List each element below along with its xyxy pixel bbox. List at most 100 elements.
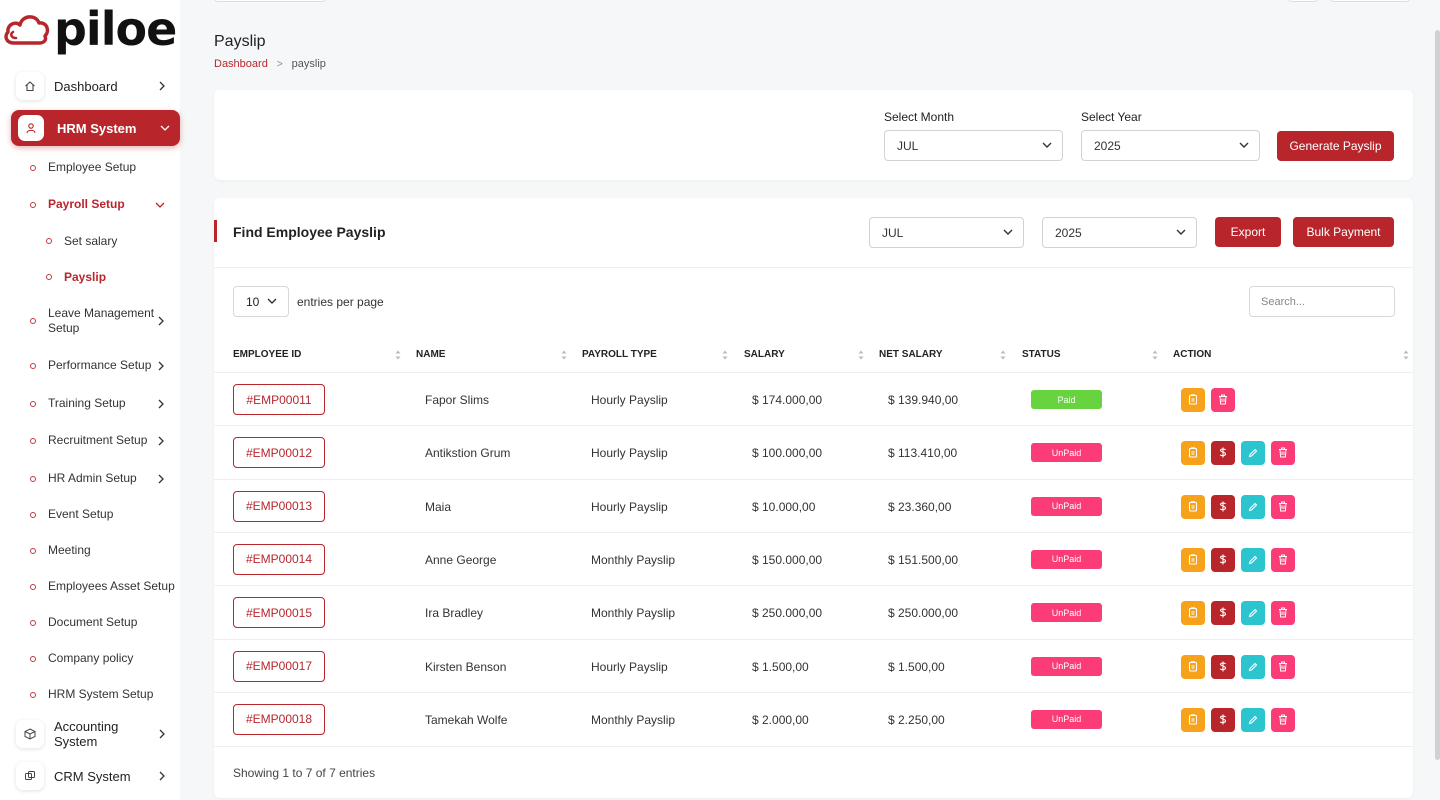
nav-meeting[interactable]: Meeting <box>30 543 175 558</box>
employee-id-button[interactable]: #EMP00017 <box>233 650 325 682</box>
nav-accounting-system[interactable]: Accounting System <box>16 717 176 751</box>
entries-per-page-dropdown[interactable]: 10 <box>233 286 289 317</box>
view-payslip-button[interactable] <box>1181 441 1205 466</box>
delete-button[interactable] <box>1271 494 1295 519</box>
view-payslip-button[interactable] <box>1181 654 1205 679</box>
column-header-name[interactable]: NAME <box>416 349 446 360</box>
bullet-icon <box>30 691 36 698</box>
header-stub <box>1288 0 1318 2</box>
nav-employees-asset[interactable]: Employees Asset Setup <box>30 579 175 594</box>
page-scrollbar[interactable] <box>1435 30 1440 760</box>
delete-button[interactable] <box>1211 388 1235 412</box>
column-header-action[interactable]: ACTION <box>1173 349 1212 360</box>
employee-id-button[interactable]: #EMP00014 <box>233 543 325 575</box>
nav-leave-management[interactable]: Leave Management Setup <box>30 306 175 336</box>
table-bottom-divider <box>214 746 1413 747</box>
pay-button[interactable] <box>1211 441 1235 466</box>
bullet-icon <box>46 274 52 280</box>
chevron-down-icon <box>1176 229 1186 235</box>
edit-button[interactable] <box>1241 441 1265 466</box>
view-payslip-button[interactable] <box>1181 707 1205 732</box>
edit-button[interactable] <box>1241 547 1265 572</box>
nav-recruitment-setup[interactable]: Recruitment Setup <box>30 433 175 448</box>
nav-set-salary[interactable]: Set salary <box>46 234 117 248</box>
employee-id-button[interactable]: #EMP00015 <box>233 597 325 629</box>
edit-button[interactable] <box>1241 654 1265 679</box>
pay-button[interactable] <box>1211 494 1235 519</box>
salary-value: $ 2.000,00 <box>752 712 809 727</box>
delete-button[interactable] <box>1271 654 1295 679</box>
pay-button[interactable] <box>1211 654 1235 679</box>
sort-icon[interactable] <box>395 349 401 361</box>
bulk-payment-button[interactable]: Bulk Payment <box>1293 217 1394 247</box>
payroll-type: Monthly Payslip <box>591 712 676 727</box>
sort-icon[interactable] <box>722 349 728 361</box>
nav-performance-setup[interactable]: Performance Setup <box>30 358 175 373</box>
nav-company-policy[interactable]: Company policy <box>30 651 175 666</box>
view-payslip-button[interactable] <box>1181 547 1205 572</box>
nav-hrm-system[interactable]: HRM System <box>11 110 180 146</box>
nav-training-setup[interactable]: Training Setup <box>30 396 175 411</box>
nav-payroll-setup[interactable]: Payroll Setup <box>30 197 175 212</box>
employee-name: Tamekah Wolfe <box>425 712 508 727</box>
table-row: #EMP00015 Ira Bradley Monthly Payslip $ 250… <box>214 585 1413 638</box>
nav-employee-setup[interactable]: Employee Setup <box>30 160 175 175</box>
employee-id-button[interactable]: #EMP00012 <box>233 437 325 469</box>
delete-button[interactable] <box>1271 547 1295 572</box>
nav-crm-system[interactable]: CRM System <box>16 759 176 793</box>
payroll-type: Hourly Payslip <box>591 446 668 461</box>
nav-hr-admin-setup[interactable]: HR Admin Setup <box>30 471 175 486</box>
nav-label: Set salary <box>64 234 118 248</box>
nav-dashboard-label: Dashboard <box>54 78 118 94</box>
clipboard-icon <box>1188 445 1198 461</box>
edit-button[interactable] <box>1241 707 1265 732</box>
nav-hrm-system-setup[interactable]: HRM System Setup <box>30 687 175 702</box>
view-payslip-button[interactable] <box>1181 494 1205 519</box>
employee-id-button[interactable]: #EMP00013 <box>233 490 325 522</box>
filter-year-dropdown[interactable]: 2025 <box>1042 217 1197 248</box>
column-header-employee-id[interactable]: EMPLOYEE ID <box>233 349 302 360</box>
pay-button[interactable] <box>1211 601 1235 626</box>
delete-button[interactable] <box>1271 707 1295 732</box>
delete-button[interactable] <box>1271 441 1295 466</box>
export-button[interactable]: Export <box>1215 217 1281 247</box>
nav-payslip[interactable]: Payslip <box>46 270 106 284</box>
view-payslip-button[interactable] <box>1181 388 1205 412</box>
pay-button[interactable] <box>1211 547 1235 572</box>
select-month-dropdown[interactable]: JUL <box>884 130 1063 161</box>
column-header-salary[interactable]: SALARY <box>744 349 785 360</box>
generate-payslip-button[interactable]: Generate Payslip <box>1277 131 1394 161</box>
clipboard-icon <box>1188 659 1198 675</box>
sort-icon[interactable] <box>561 349 567 361</box>
dollar-icon <box>1219 445 1227 461</box>
nav-dashboard[interactable]: Dashboard <box>16 69 176 103</box>
column-header-net-salary[interactable]: NET SALARY <box>879 349 943 360</box>
sort-icon[interactable] <box>1000 349 1006 361</box>
employee-name: Ira Bradley <box>425 606 484 621</box>
breadcrumb-dashboard[interactable]: Dashboard <box>214 58 268 70</box>
salary-value: $ 250.000,00 <box>752 606 823 621</box>
employee-id-button[interactable]: #EMP00011 <box>233 384 325 415</box>
pay-button[interactable] <box>1211 707 1235 732</box>
dollar-icon <box>1219 659 1227 675</box>
nav-event-setup[interactable]: Event Setup <box>30 507 175 522</box>
edit-button[interactable] <box>1241 601 1265 626</box>
column-header-status[interactable]: STATUS <box>1022 349 1061 360</box>
brand-logo[interactable]: piloe <box>2 2 177 56</box>
nav-label: Employee Setup <box>48 160 137 174</box>
sort-icon[interactable] <box>858 349 864 361</box>
employee-id-button[interactable]: #EMP00018 <box>233 703 325 735</box>
delete-button[interactable] <box>1271 601 1295 626</box>
nav-document-setup[interactable]: Document Setup <box>30 615 175 630</box>
payroll-type: Hourly Payslip <box>591 499 668 514</box>
filter-month-dropdown[interactable]: JUL <box>869 217 1024 248</box>
edit-button[interactable] <box>1241 494 1265 519</box>
sort-icon[interactable] <box>1152 349 1158 361</box>
select-year-dropdown[interactable]: 2025 <box>1081 130 1260 161</box>
search-input[interactable] <box>1249 286 1395 317</box>
header-stub <box>1330 0 1410 2</box>
dollar-icon <box>1219 552 1227 568</box>
sort-icon[interactable] <box>1403 349 1409 361</box>
view-payslip-button[interactable] <box>1181 601 1205 626</box>
column-header-payroll-type[interactable]: PAYROLL TYPE <box>582 349 657 360</box>
